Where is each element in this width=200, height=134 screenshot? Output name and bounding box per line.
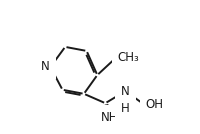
Text: N: N [41,60,50,74]
Text: H: H [121,102,130,115]
Text: CH₃: CH₃ [117,51,139,64]
Text: OH: OH [146,98,164,111]
Text: N: N [121,85,130,98]
Text: NH: NH [101,111,118,124]
